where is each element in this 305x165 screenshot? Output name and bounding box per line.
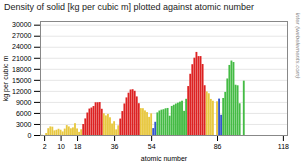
svg-text:kg per cubic m: kg per cubic m (2, 56, 10, 102)
svg-text:15000: 15000 (12, 77, 32, 84)
svg-text:© Mark Winter (webelements.com: © Mark Winter (webelements.com) (295, 13, 301, 79)
svg-text:21000: 21000 (12, 55, 32, 62)
svg-text:36: 36 (111, 143, 119, 150)
svg-text:18: 18 (74, 143, 82, 150)
svg-text:12000: 12000 (12, 88, 32, 95)
svg-text:24000: 24000 (12, 43, 32, 50)
svg-text:2: 2 (43, 143, 47, 150)
svg-text:0: 0 (28, 132, 32, 139)
svg-text:54: 54 (148, 143, 156, 150)
svg-text:30000: 30000 (12, 21, 32, 28)
svg-text:atomic number: atomic number (141, 155, 188, 162)
svg-text:86: 86 (214, 143, 222, 150)
svg-text:10: 10 (57, 143, 65, 150)
svg-text:6000: 6000 (16, 110, 32, 117)
svg-text:118: 118 (278, 143, 289, 150)
svg-text:9000: 9000 (16, 99, 32, 106)
svg-text:18000: 18000 (12, 66, 32, 73)
html-text:Density of solid [kg per cubic: Density of solid [kg per cubic m] plotte… (4, 2, 255, 12)
svg-text:3000: 3000 (16, 121, 32, 128)
svg-text:27000: 27000 (12, 32, 32, 39)
